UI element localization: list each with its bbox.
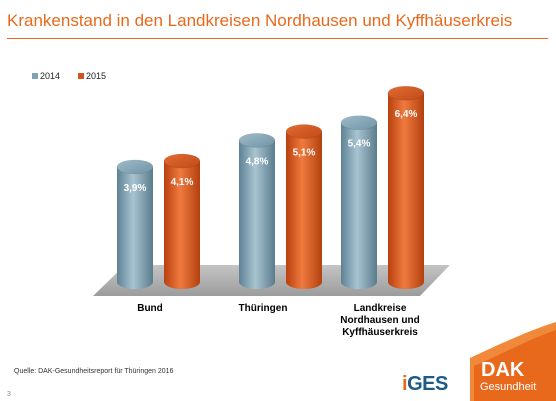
data-label-2014-1: 4,8% [246, 156, 269, 167]
data-label-2014-2: 5,4% [348, 139, 371, 150]
category-label-2-0: Landkreise [354, 303, 407, 314]
legend-label-2015: 2015 [86, 71, 106, 81]
iges-logo-i: i [402, 373, 408, 395]
title-divider [7, 38, 548, 39]
data-label-2014-0: 3,9% [124, 183, 147, 194]
legend-label-2014: 2014 [40, 71, 60, 81]
data-label-2015-1: 5,1% [293, 148, 316, 159]
data-label-2015-2: 6,4% [395, 109, 418, 120]
slide-title: Krankenstand in den Landkreisen Nordhaus… [7, 11, 513, 30]
bar-2015-0 [163, 153, 201, 289]
chart-legend: 2014 2015 [32, 71, 106, 81]
dak-logo [470, 322, 556, 401]
category-label-0-0: Bund [137, 303, 163, 314]
iges-logo: iGES [402, 373, 448, 396]
page-number: 3 [7, 391, 11, 398]
bar-2015-1 [285, 124, 323, 289]
bar-2015-2 [387, 85, 425, 289]
data-label-2015-0: 4,1% [171, 177, 194, 188]
dak-logo-name: DAK [481, 359, 525, 381]
bar-2014-1 [238, 133, 276, 289]
source-note: Quelle: DAK-Gesundheitsreport für Thürin… [14, 368, 174, 375]
legend-swatch-2014 [32, 73, 38, 79]
category-label-1-0: Thüringen [239, 303, 288, 314]
legend-swatch-2015 [78, 73, 84, 79]
category-label-2-1: Nordhausen und [340, 315, 419, 326]
bar-2014-0 [116, 159, 154, 289]
category-label-2-2: Kyffhäuserkreis [342, 327, 418, 338]
iges-logo-ges: GES [407, 373, 448, 395]
bar-2014-2 [340, 115, 378, 289]
dak-logo-sub: Gesundheit [480, 381, 537, 393]
